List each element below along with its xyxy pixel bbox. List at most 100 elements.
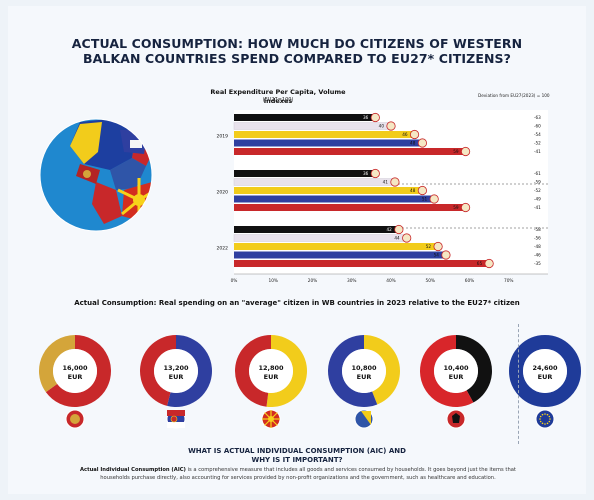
deviation-2019-4: -41 — [534, 149, 541, 154]
macedonia-ray-5 — [264, 412, 272, 420]
bar-label-2019-2: 46 — [402, 132, 408, 137]
deviation-2019-2: -54 — [534, 132, 541, 137]
bar-2020-4 — [234, 204, 466, 211]
aic-title-line1: WHAT IS ACTUAL INDIVIDUAL CONSUMPTION (A… — [188, 447, 406, 455]
donut-unit-1: EUR — [169, 373, 184, 381]
aic-title-line2: WHY IS IT IMPORTANT? — [251, 456, 343, 464]
macedonia-ray-7 — [270, 412, 278, 420]
deviation-2020-4: -41 — [534, 205, 541, 210]
flag-marker-2020-3 — [429, 194, 439, 204]
donut-unit-3: EUR — [357, 373, 372, 381]
donut-amount-4: 10,400 — [443, 364, 469, 372]
donut-amount-3: 10,800 — [351, 364, 377, 372]
macedonia-ray-3 — [264, 418, 272, 426]
macedonia-ray-1 — [270, 418, 278, 426]
bar-label-2019-3: 48 — [410, 141, 416, 146]
albania-flag-icon — [446, 409, 466, 429]
donut-hole-0 — [53, 349, 97, 393]
x-tick-3: 30% — [347, 278, 357, 284]
deviation-2019-1: -60 — [534, 124, 541, 129]
donut-hole-5 — [523, 349, 567, 393]
eu-star-11 — [548, 415, 551, 418]
deviation-2022-3: -46 — [534, 253, 541, 258]
eu-star-0 — [549, 418, 551, 420]
bar-label-2019-0: 36 — [363, 115, 369, 120]
x-tick-1: 10% — [268, 278, 278, 284]
donut-unit-4: EUR — [449, 373, 464, 381]
donut-share-4 — [456, 335, 492, 403]
eu-star-3 — [544, 423, 546, 425]
x-tick-0: 0% — [231, 278, 238, 284]
bar-label-2020-2: 48 — [410, 188, 416, 193]
x-tick-6: 60% — [465, 278, 475, 284]
bar-2022-3 — [234, 251, 446, 259]
donut-amount-2: 12,800 — [258, 364, 284, 372]
main-title-line1: ACTUAL CONSUMPTION: HOW MUCH DO CITIZENS… — [71, 36, 523, 51]
deviation-2020-0: -61 — [534, 171, 541, 176]
flag-marker-2019-3 — [417, 138, 427, 148]
x-tick-4: 40% — [386, 278, 396, 284]
donut-share-3 — [364, 335, 400, 405]
bar-label-2020-4: 59 — [453, 205, 459, 210]
donut-share-1 — [167, 335, 213, 407]
bar-label-2019-4: 59 — [453, 149, 459, 154]
eu-star-10 — [546, 413, 549, 416]
deviation-2020-2: -52 — [534, 188, 541, 193]
flag-marker-2020-4 — [460, 202, 471, 213]
donut-rest-2 — [235, 335, 271, 407]
section-title: Actual Consumption: Real spending on an … — [74, 299, 520, 307]
donut-share-0 — [45, 335, 112, 408]
bar-2020-0 — [234, 170, 376, 177]
donut-hole-1 — [154, 349, 198, 393]
flag-marker-2022-0 — [394, 224, 404, 235]
year-label-2022: 2022 — [217, 245, 229, 251]
bar-label-2020-0: 36 — [363, 171, 369, 176]
flag-marker-2022-3 — [441, 250, 451, 260]
donut-hole-2 — [249, 349, 293, 393]
eu-star-6 — [539, 418, 541, 420]
north-macedonia-flag-icon — [261, 409, 281, 429]
flag-marker-2022-2 — [433, 241, 443, 252]
bar-label-2020-3: 51 — [422, 197, 428, 202]
deviation-2019-0: -63 — [534, 115, 541, 120]
eu-divider — [518, 324, 519, 444]
flag-marker-2022-4 — [484, 258, 494, 269]
donut-rest-1 — [140, 335, 176, 406]
donut-ring-5 — [509, 335, 581, 407]
aic-description: Actual Individual Consumption (AIC) is a… — [68, 467, 528, 482]
deviation-2022-2: -48 — [534, 244, 541, 249]
x-tick-7: 70% — [504, 278, 514, 284]
eu-flag-icon — [535, 409, 555, 429]
flag-marker-2019-4 — [460, 146, 471, 157]
eu-star-9 — [544, 413, 546, 415]
donut-amount-1: 13,200 — [163, 364, 189, 372]
donut-hole-4 — [434, 349, 478, 393]
donut-unit-2: EUR — [264, 373, 279, 381]
bar-label-2022-0: 42 — [387, 227, 393, 232]
flag-marker-2019-2 — [409, 129, 420, 140]
donut-hole-3 — [342, 349, 386, 393]
serbia-emblem — [170, 415, 178, 423]
bar-2022-0 — [234, 226, 399, 233]
bar-2019-0 — [234, 114, 376, 121]
year-label-2020: 2020 — [217, 189, 229, 195]
bar-2022-4 — [234, 260, 490, 267]
bar-label-2022-1: 44 — [394, 236, 400, 241]
deviation-2022-4: -35 — [534, 261, 541, 266]
eu-star-4 — [541, 422, 544, 425]
deviation-2022-0: -58 — [534, 227, 541, 232]
albania-eagle — [452, 413, 460, 423]
aic-term: Actual Individual Consumption (AIC) — [80, 467, 186, 473]
deviation-2020-1: -59 — [534, 180, 541, 185]
eu-star-2 — [546, 422, 549, 425]
deviation-label: Deviation from EU27(2023) = 100 — [478, 93, 550, 98]
bosnia-flag-icon — [354, 409, 374, 429]
bar-label-2022-2: 52 — [426, 244, 432, 249]
serbia-flag-icon — [166, 409, 186, 429]
balkan-flags-map — [40, 118, 153, 232]
